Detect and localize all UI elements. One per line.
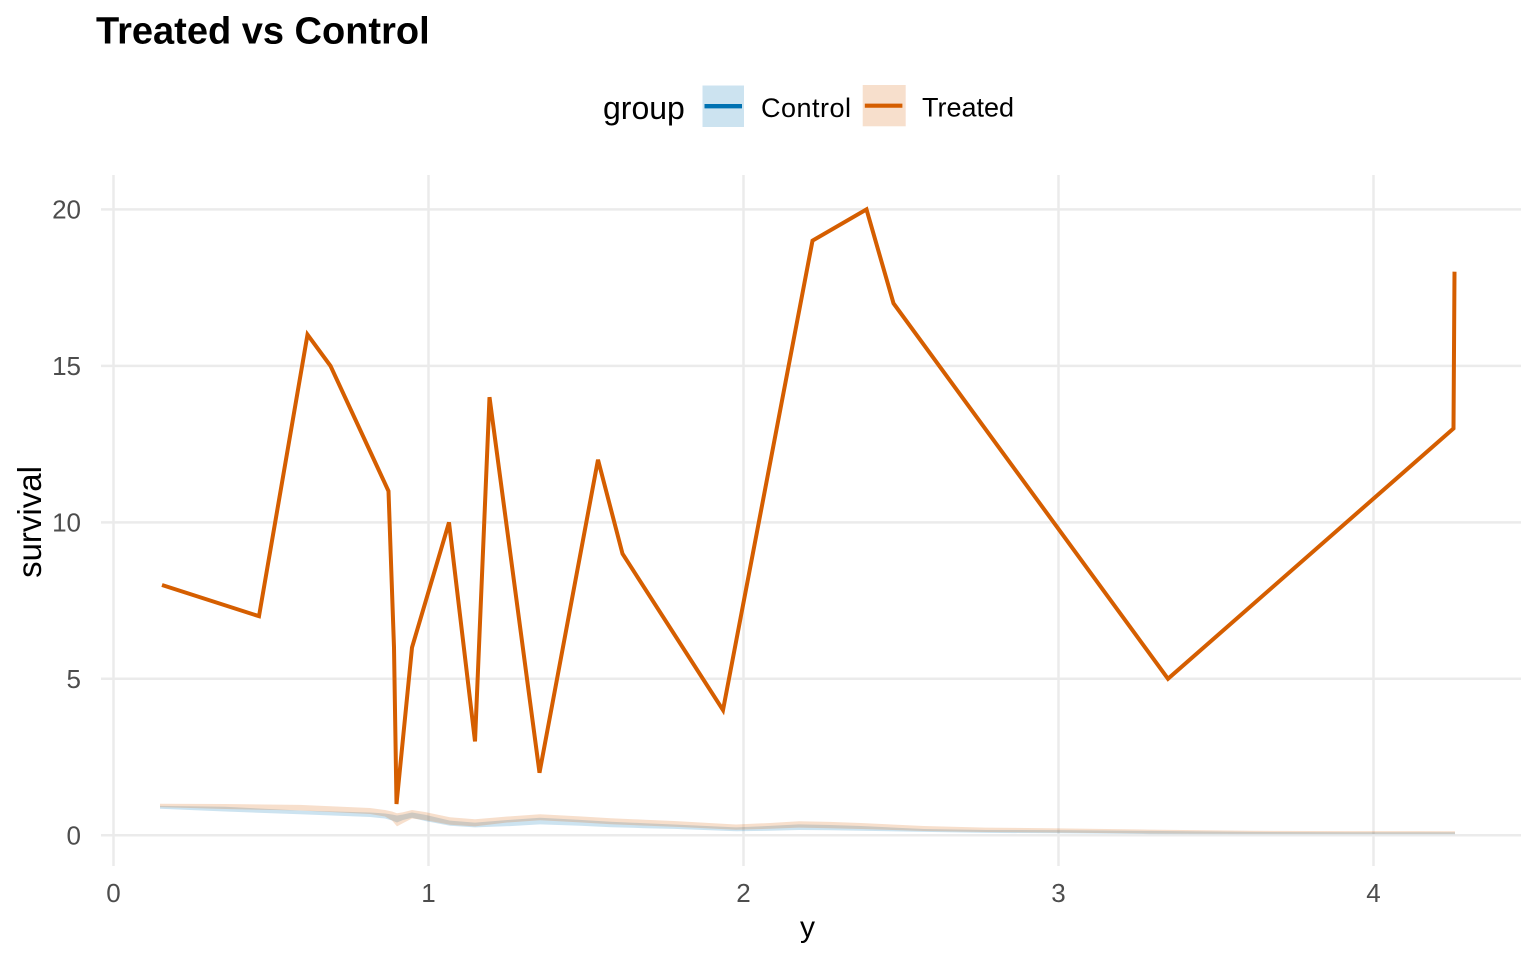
svg-text:1: 1 — [421, 878, 435, 908]
svg-text:Control: Control — [761, 93, 852, 123]
svg-text:survival: survival — [11, 466, 48, 578]
svg-text:5: 5 — [67, 664, 81, 694]
svg-text:3: 3 — [1051, 878, 1065, 908]
svg-text:10: 10 — [52, 508, 81, 538]
svg-text:20: 20 — [52, 195, 81, 225]
svg-text:y: y — [800, 911, 815, 944]
svg-text:Treated vs Control: Treated vs Control — [96, 11, 430, 53]
svg-text:4: 4 — [1366, 878, 1380, 908]
svg-text:0: 0 — [106, 878, 120, 908]
svg-text:2: 2 — [736, 878, 750, 908]
svg-text:0: 0 — [67, 821, 81, 851]
svg-text:group: group — [603, 90, 685, 126]
svg-text:Treated: Treated — [922, 93, 1014, 123]
svg-text:15: 15 — [52, 351, 81, 381]
